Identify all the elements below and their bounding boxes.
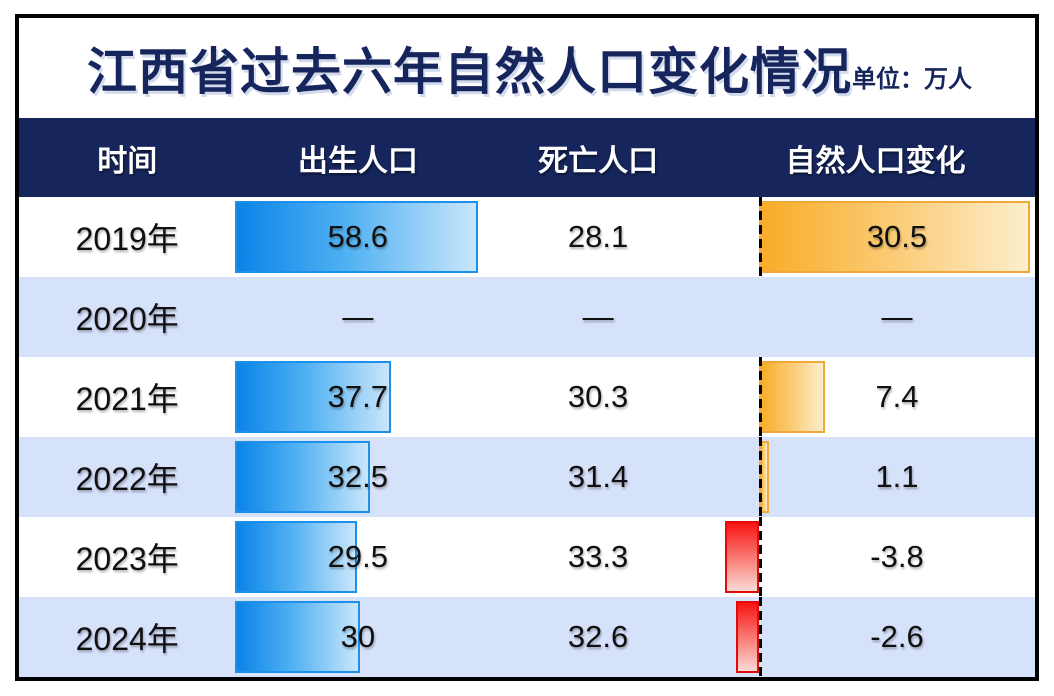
year-cell: 2023年 <box>19 517 235 597</box>
death-value: 32.6 <box>567 619 629 654</box>
table-header: 时间 出生人口 死亡人口 自然人口变化 <box>19 118 1035 197</box>
death-cell: 33.3 <box>480 517 716 597</box>
change-cell: 7.4 <box>716 357 1035 437</box>
birth-value: 29.5 <box>327 539 388 574</box>
year-label: 2022年 <box>75 461 179 497</box>
zero-axis-line <box>759 437 763 517</box>
table-row: 2023年 29.5 33.3 -3.8 <box>19 517 1035 597</box>
infographic-card: 江西省过去六年自然人口变化情况 单位：万人 时间 出生人口 死亡人口 自然人口变… <box>15 14 1039 681</box>
zero-axis-line <box>759 197 763 277</box>
change-bar <box>725 521 760 593</box>
death-cell: 30.3 <box>480 357 716 437</box>
table-row: 2020年 — — — <box>19 277 1035 357</box>
death-value: 33.3 <box>567 539 629 574</box>
change-cell: — <box>716 277 1035 357</box>
year-label: 2020年 <box>75 301 179 337</box>
column-header-time: 时间 <box>97 144 158 178</box>
change-value: 7.4 <box>875 379 919 414</box>
table-row: 2021年 37.7 30.3 7.4 <box>19 357 1035 437</box>
change-value: -2.6 <box>870 619 924 654</box>
zero-axis-line <box>759 357 763 437</box>
birth-bar <box>235 601 360 673</box>
change-value: 30.5 <box>866 219 928 254</box>
birth-cell: 32.5 <box>235 437 480 517</box>
birth-cell: 30 <box>235 597 480 677</box>
table-row: 2019年 58.6 28.1 30.5 <box>19 197 1035 277</box>
zero-axis-line <box>759 597 763 677</box>
birth-cell: 37.7 <box>235 357 480 437</box>
year-label: 2021年 <box>75 381 179 417</box>
birth-cell: 29.5 <box>235 517 480 597</box>
death-cell: 32.6 <box>480 597 716 677</box>
column-header-death: 死亡人口 <box>538 144 659 178</box>
change-value: -3.8 <box>870 539 924 574</box>
death-value: 28.1 <box>567 219 629 254</box>
birth-cell: — <box>235 277 480 357</box>
birth-value: — <box>342 299 374 334</box>
title-area: 江西省过去六年自然人口变化情况 单位：万人 <box>19 18 1035 118</box>
change-cell: 1.1 <box>716 437 1035 517</box>
death-cell: — <box>480 277 716 357</box>
year-label: 2019年 <box>75 221 179 257</box>
year-cell: 2019年 <box>19 197 235 277</box>
table-body: 2019年 58.6 28.1 30.5 2020年 — — — <box>19 197 1035 677</box>
zero-axis-line <box>759 517 763 597</box>
change-cell: -2.6 <box>716 597 1035 677</box>
change-value: — <box>881 299 913 334</box>
change-bar <box>735 601 760 673</box>
table-row: 2022年 32.5 31.4 1.1 <box>19 437 1035 517</box>
year-label: 2023年 <box>75 541 179 577</box>
column-header-change: 自然人口变化 <box>785 144 966 178</box>
page-title: 江西省过去六年自然人口变化情况 <box>87 44 852 100</box>
change-bar <box>759 201 1031 273</box>
year-cell: 2022年 <box>19 437 235 517</box>
year-cell: 2020年 <box>19 277 235 357</box>
birth-bar <box>235 441 370 513</box>
change-value: 1.1 <box>875 459 919 494</box>
column-header-birth: 出生人口 <box>297 144 418 178</box>
death-value: — <box>582 299 614 334</box>
birth-value: 30 <box>340 619 376 654</box>
birth-bar <box>235 521 358 593</box>
unit-label: 单位：万人 <box>852 65 972 93</box>
birth-value: 37.7 <box>327 379 388 414</box>
change-cell: -3.8 <box>716 517 1035 597</box>
year-cell: 2021年 <box>19 357 235 437</box>
birth-value: 32.5 <box>327 459 388 494</box>
death-value: 30.3 <box>567 379 629 414</box>
birth-value: 58.6 <box>327 219 388 254</box>
birth-cell: 58.6 <box>235 197 480 277</box>
death-cell: 28.1 <box>480 197 716 277</box>
year-label: 2024年 <box>75 621 179 657</box>
year-cell: 2024年 <box>19 597 235 677</box>
change-cell: 30.5 <box>716 197 1035 277</box>
death-cell: 31.4 <box>480 437 716 517</box>
change-bar <box>759 361 825 433</box>
birth-bar <box>235 201 478 273</box>
table-row: 2024年 30 32.6 -2.6 <box>19 597 1035 677</box>
birth-bar <box>235 361 392 433</box>
death-value: 31.4 <box>567 459 629 494</box>
